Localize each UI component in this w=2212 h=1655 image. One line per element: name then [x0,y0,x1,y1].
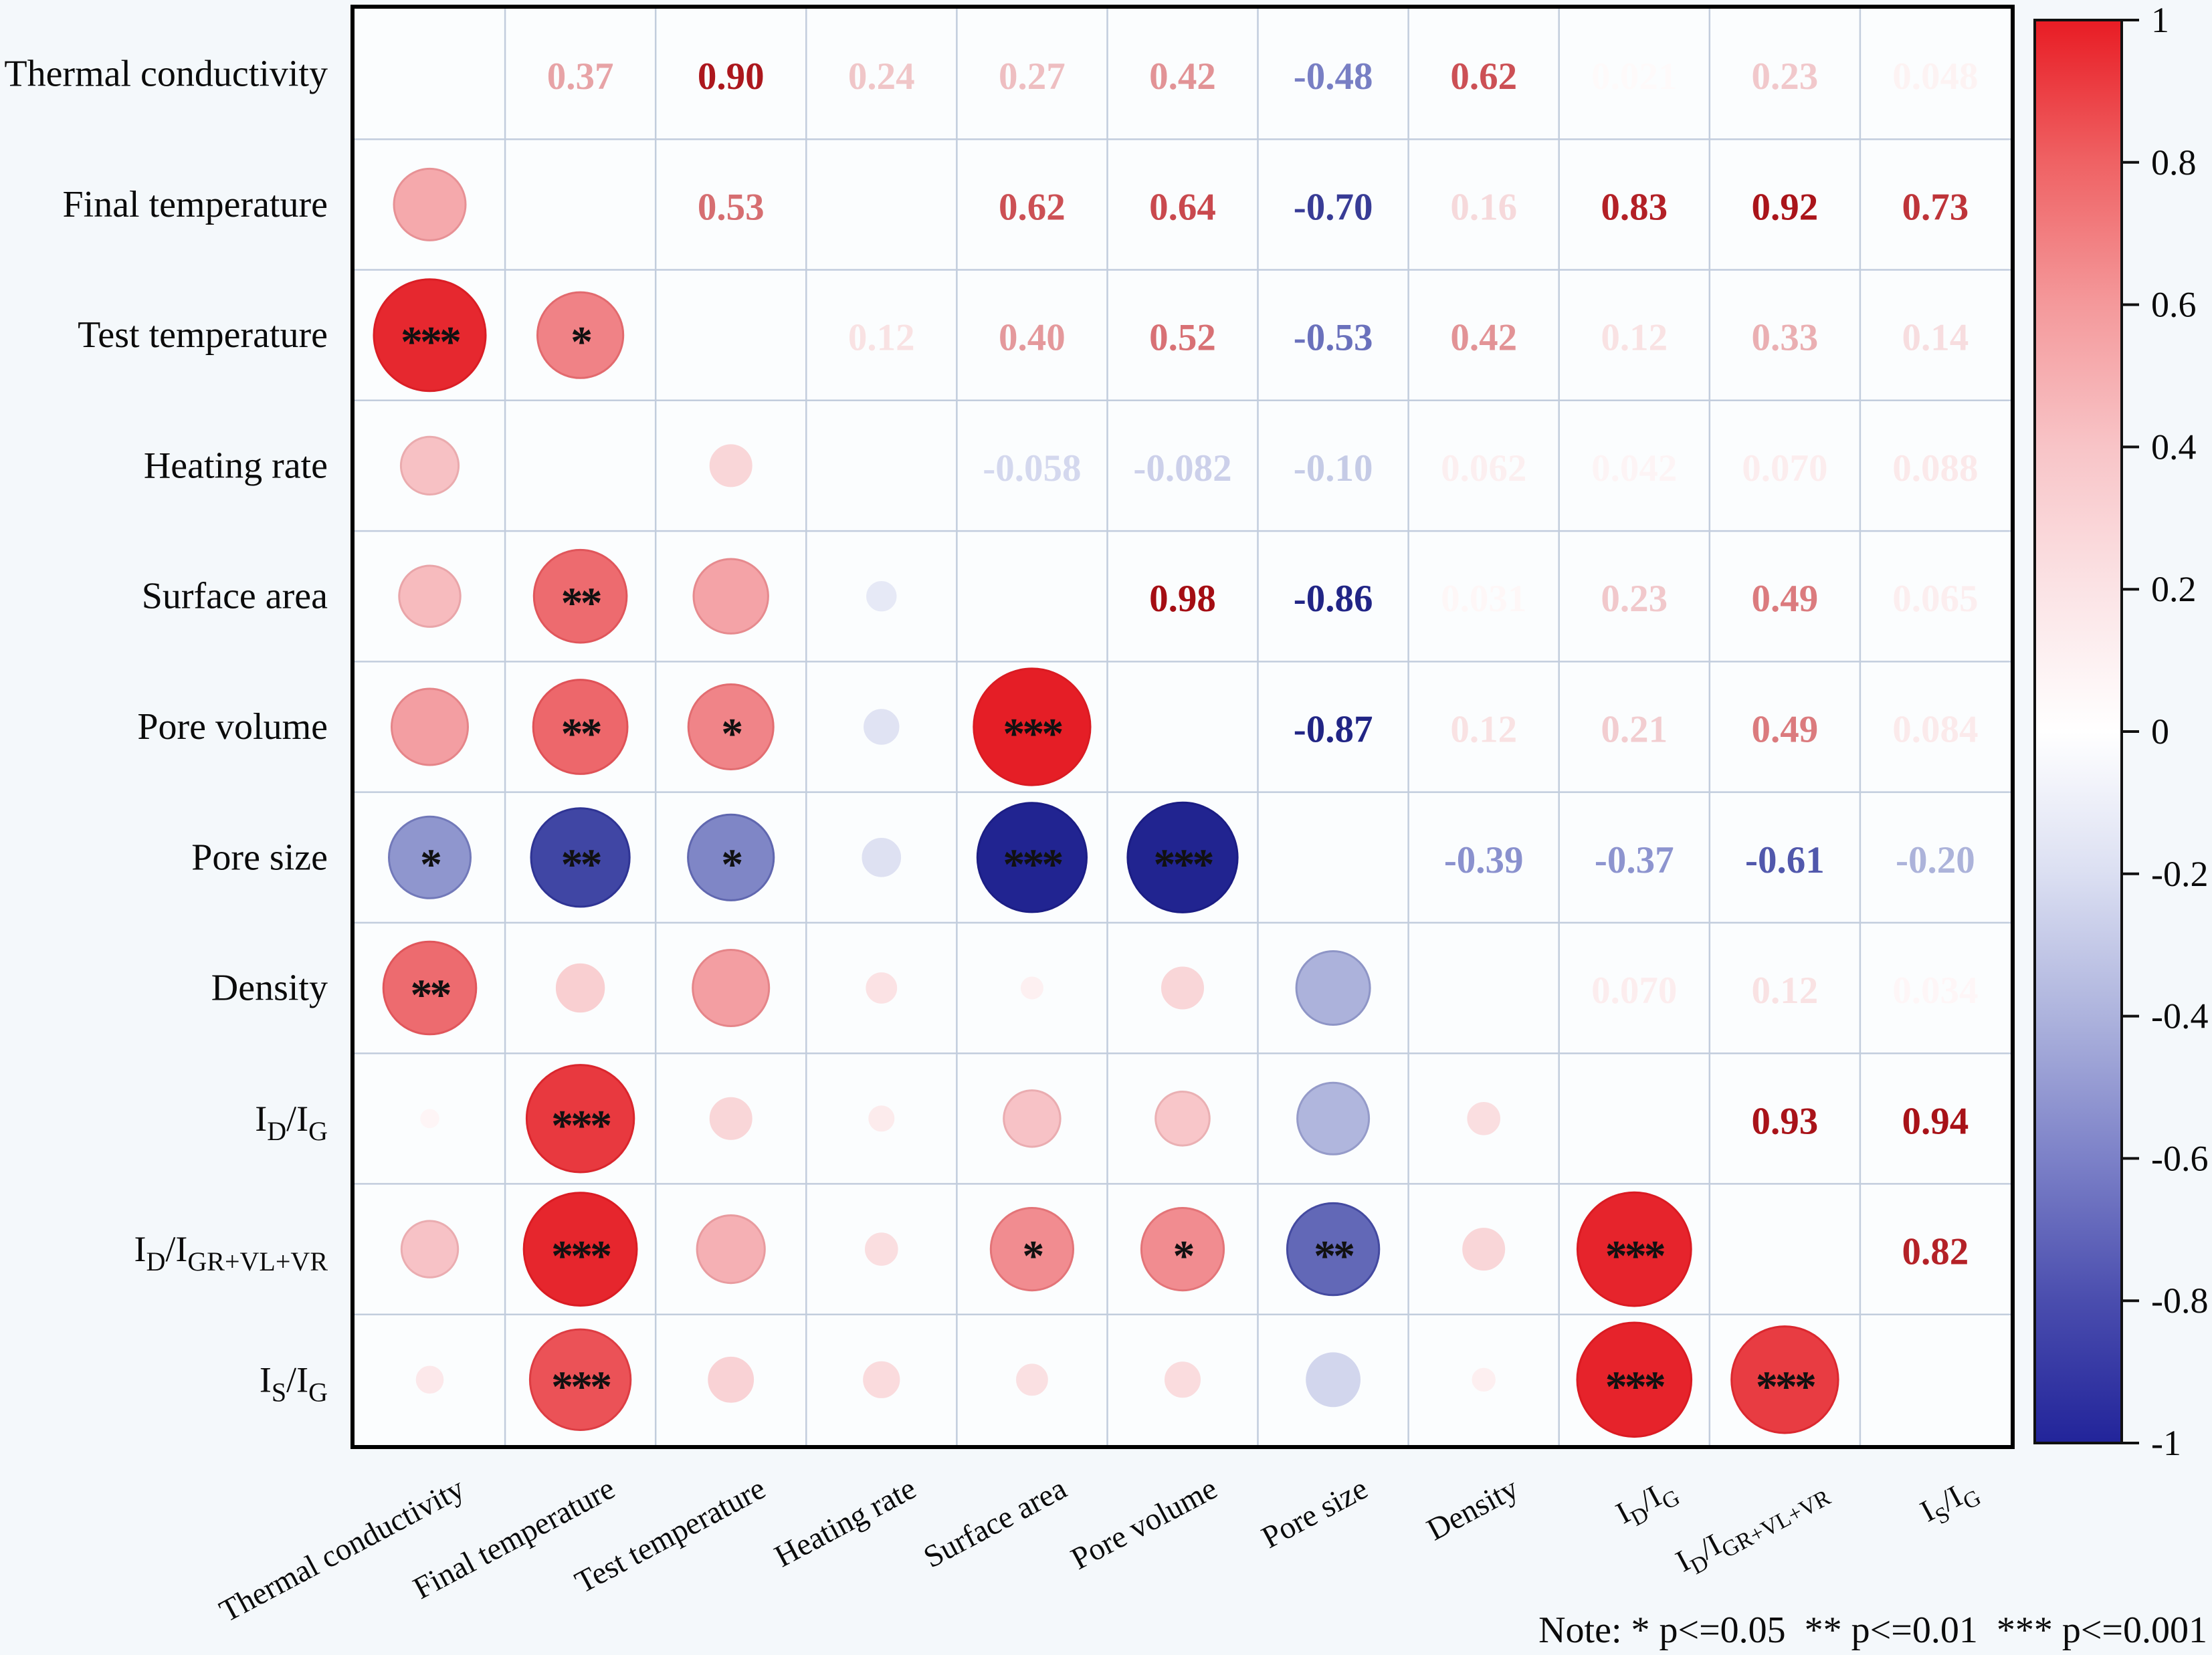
svg-text:**: ** [561,579,601,628]
svg-text:0.93: 0.93 [1752,1100,1819,1142]
svg-text:-0.6: -0.6 [2151,1138,2208,1178]
svg-text:Pore volume: Pore volume [137,706,328,748]
svg-text:**: ** [1314,1232,1354,1281]
svg-text:0.98: 0.98 [1149,578,1216,620]
svg-text:***: *** [1003,840,1062,889]
svg-text:0.6: 0.6 [2151,285,2197,325]
svg-text:***: *** [551,1362,611,1411]
svg-text:ID/IG: ID/IG [255,1099,328,1146]
svg-text:0.42: 0.42 [1149,56,1216,98]
svg-text:***: *** [1605,1362,1665,1411]
svg-text:0.42: 0.42 [1450,317,1517,359]
svg-text:0.90: 0.90 [698,56,765,98]
svg-text:***: *** [1003,709,1062,758]
svg-text:*: * [721,840,742,889]
svg-text:*: * [571,318,591,366]
svg-text:-0.4: -0.4 [2151,996,2208,1036]
svg-text:*: * [721,709,742,758]
svg-text:ID/IGR+VL+VR: ID/IGR+VL+VR [134,1229,328,1277]
svg-text:0.084: 0.084 [1892,709,1978,751]
svg-text:0.048: 0.048 [1892,56,1978,98]
svg-text:*: * [1022,1232,1043,1281]
svg-text:IS/IG: IS/IG [260,1359,328,1407]
svg-text:0.12: 0.12 [1752,970,1819,1012]
svg-text:-0.70: -0.70 [1294,186,1373,228]
svg-text:0.64: 0.64 [1149,186,1216,228]
svg-text:0.070: 0.070 [1742,447,1827,489]
svg-text:-0.8: -0.8 [2151,1281,2208,1321]
svg-text:0.062: 0.062 [1441,447,1526,489]
svg-text:*: * [420,840,441,889]
svg-text:0.49: 0.49 [1752,578,1819,620]
svg-text:***: *** [1154,840,1213,889]
svg-text:Final temperature: Final temperature [62,184,328,225]
svg-text:0.23: 0.23 [1752,56,1819,98]
svg-text:-0.53: -0.53 [1294,317,1373,359]
svg-text:Thermal conductivity: Thermal conductivity [4,53,328,95]
svg-text:0.16: 0.16 [1450,186,1517,228]
svg-text:**: ** [561,840,601,889]
svg-text:-0.61: -0.61 [1745,839,1825,881]
svg-text:0.21: 0.21 [1601,709,1668,751]
svg-text:0.042: 0.042 [1591,447,1677,489]
svg-text:0.8: 0.8 [2151,142,2197,183]
svg-text:0.92: 0.92 [1752,186,1819,228]
svg-text:0.62: 0.62 [1450,56,1517,98]
svg-text:Heating rate: Heating rate [144,445,328,486]
svg-text:0.034: 0.034 [1892,970,1978,1012]
svg-text:0.82: 0.82 [1902,1231,1969,1273]
svg-text:0.070: 0.070 [1591,970,1677,1012]
svg-text:0.031: 0.031 [1441,578,1526,620]
svg-text:**: ** [411,971,451,1020]
svg-text:0.24: 0.24 [848,56,915,98]
svg-text:-0.87: -0.87 [1294,709,1373,751]
svg-text:1: 1 [2151,0,2169,40]
svg-text:***: *** [551,1232,611,1281]
svg-text:0: 0 [2151,711,2169,752]
svg-text:Surface area: Surface area [142,576,328,617]
svg-text:0.23: 0.23 [1601,578,1668,620]
svg-text:0.12: 0.12 [1601,317,1668,359]
svg-text:-1: -1 [2151,1423,2181,1463]
svg-text:*: * [1173,1232,1194,1281]
svg-text:0.2: 0.2 [2151,569,2197,609]
svg-text:0.52: 0.52 [1149,317,1216,359]
svg-text:0.27: 0.27 [999,56,1066,98]
svg-text:***: *** [1756,1362,1815,1411]
svg-text:0.33: 0.33 [1752,317,1819,359]
svg-text:***: *** [401,318,460,366]
svg-text:-0.48: -0.48 [1294,56,1373,98]
svg-text:Density: Density [211,968,328,1009]
svg-text:-0.10: -0.10 [1294,447,1373,489]
svg-text:-0.2: -0.2 [2151,854,2208,894]
svg-text:-0.39: -0.39 [1444,839,1524,881]
svg-text:0.53: 0.53 [698,186,765,228]
svg-text:0.94: 0.94 [1902,1100,1969,1142]
svg-text:***: *** [1605,1232,1665,1281]
svg-text:0.40: 0.40 [999,317,1066,359]
svg-text:**: ** [561,709,601,758]
svg-text:-0.86: -0.86 [1294,578,1373,620]
svg-text:0.021: 0.021 [1591,56,1677,98]
svg-text:0.83: 0.83 [1601,186,1668,228]
svg-text:0.065: 0.065 [1892,578,1978,620]
svg-text:0.088: 0.088 [1892,447,1978,489]
svg-text:0.49: 0.49 [1752,709,1819,751]
svg-text:Pore size: Pore size [191,837,328,878]
svg-text:***: *** [551,1101,611,1150]
svg-text:0.14: 0.14 [1902,317,1969,359]
svg-text:-0.20: -0.20 [1896,839,1975,881]
svg-text:-0.37: -0.37 [1595,839,1674,881]
svg-text:0.37: 0.37 [547,56,614,98]
svg-text:-0.082: -0.082 [1133,447,1231,489]
svg-text:0.73: 0.73 [1902,186,1969,228]
svg-text:Note: * p<=0.05 ** p<=0.01 *: Note: * p<=0.05 ** p<=0.01 *** p<=0.001 [1538,1610,2207,1651]
svg-text:Test temperature: Test temperature [78,314,328,356]
svg-text:0.12: 0.12 [848,317,915,359]
svg-text:-0.058: -0.058 [983,447,1081,489]
svg-text:0.62: 0.62 [999,186,1066,228]
svg-text:0.12: 0.12 [1450,709,1517,751]
svg-text:0.4: 0.4 [2151,427,2197,467]
